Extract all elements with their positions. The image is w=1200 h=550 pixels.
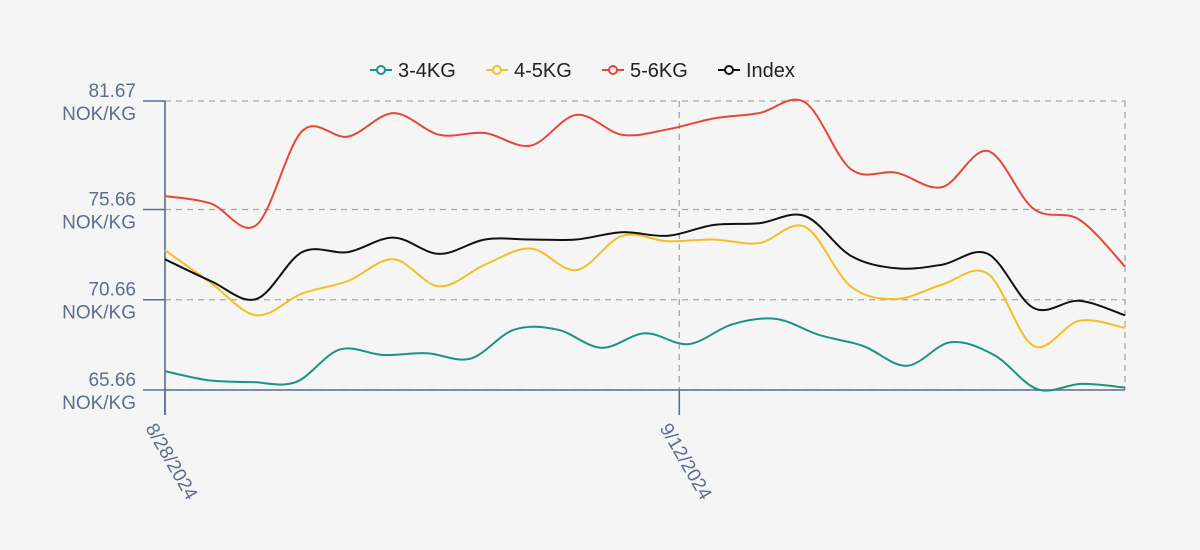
chart-legend: 3-4KG 4-5KG 5-6KG Index bbox=[370, 60, 795, 82]
chart-series bbox=[164, 98, 1126, 392]
legend-label: 4-5KG bbox=[514, 60, 572, 82]
y-tick-label-unit: NOK/KG bbox=[62, 303, 136, 324]
legend-marker bbox=[376, 65, 386, 75]
chart-axes bbox=[164, 101, 1125, 415]
legend-label: Index bbox=[746, 60, 795, 82]
x-tick-label: 8/28/2024 bbox=[141, 420, 202, 504]
legend-marker bbox=[724, 65, 734, 75]
y-tick-label-unit: NOK/KG bbox=[62, 393, 136, 414]
y-tick-label-value: 65.66 bbox=[88, 370, 136, 391]
y-axis-ticks: 65.66NOK/KG70.66NOK/KG75.66NOK/KG81.67NO… bbox=[62, 81, 165, 414]
chart-grid bbox=[164, 100, 1126, 391]
x-axis-ticks: 8/28/2024 9/12/2024 bbox=[141, 390, 716, 504]
y-tick-label-value: 75.66 bbox=[88, 189, 136, 210]
legend-marker bbox=[492, 65, 502, 75]
legend-marker bbox=[608, 65, 618, 75]
y-tick-label-unit: NOK/KG bbox=[62, 212, 136, 233]
y-tick-label-unit: NOK/KG bbox=[62, 104, 136, 125]
legend-label: 5-6KG bbox=[630, 60, 688, 82]
y-tick-label-value: 81.67 bbox=[88, 81, 136, 102]
y-tick-label-value: 70.66 bbox=[88, 280, 136, 301]
series-line bbox=[164, 213, 1126, 317]
series-line bbox=[164, 98, 1126, 268]
series-line bbox=[164, 317, 1126, 392]
x-tick-label: 9/12/2024 bbox=[655, 420, 716, 504]
series-line bbox=[164, 224, 1126, 349]
legend-label: 3-4KG bbox=[398, 60, 456, 82]
